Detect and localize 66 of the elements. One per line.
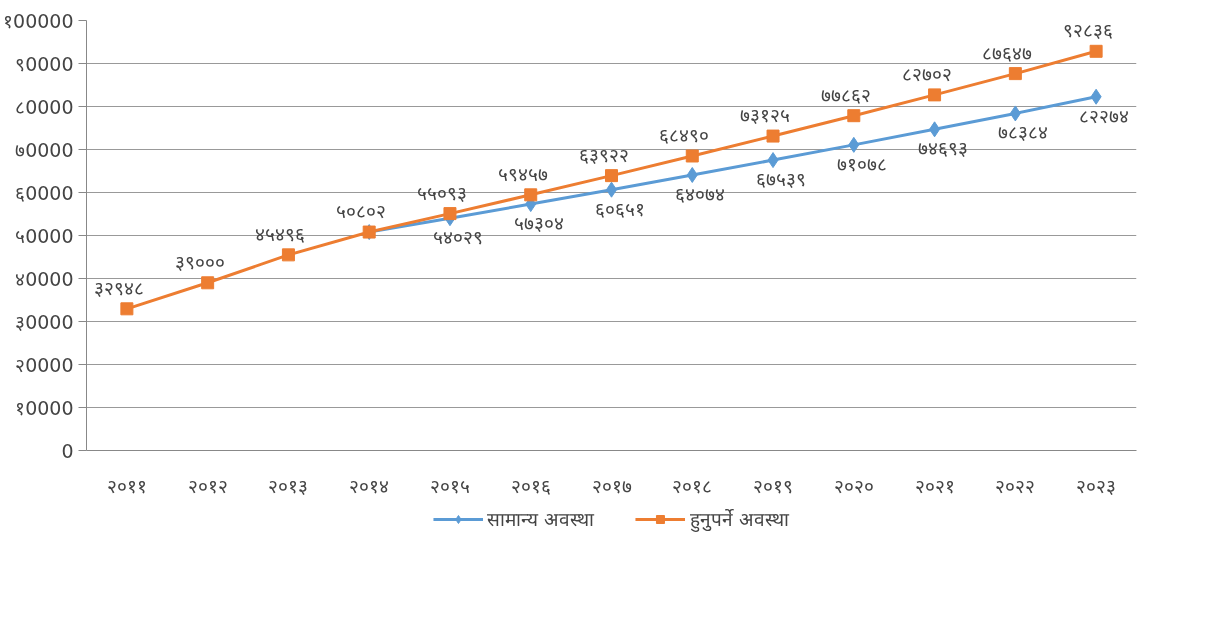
point bbox=[281, 248, 295, 262]
point bbox=[767, 152, 779, 169]
x-tick-label: २०१९ bbox=[753, 474, 794, 497]
point bbox=[443, 207, 457, 221]
point bbox=[524, 188, 538, 202]
data-label: ३२९४८ bbox=[93, 277, 144, 299]
point bbox=[1009, 105, 1021, 122]
x-tick-label: २०२१ bbox=[914, 474, 955, 497]
point bbox=[201, 276, 215, 290]
x-tick-label: २०१६ bbox=[510, 474, 551, 497]
data-label: ७४६९३ bbox=[917, 138, 968, 160]
data-label: ७१०७८ bbox=[836, 153, 887, 175]
point bbox=[848, 136, 860, 153]
y-tick-label: ७0000 bbox=[15, 138, 74, 161]
point bbox=[605, 169, 618, 183]
data-label: ६३९२२ bbox=[578, 144, 629, 166]
y-tick-label: ५0000 bbox=[15, 224, 74, 247]
x-tick-label: २०२२ bbox=[995, 474, 1036, 497]
data-label: ८२७०२ bbox=[901, 63, 952, 85]
y-tick-label: ४0000 bbox=[15, 267, 74, 290]
data-label: ५७३०४ bbox=[513, 213, 564, 235]
y-tick-label: १00000 bbox=[3, 9, 74, 32]
data-label: ४५४९६ bbox=[255, 223, 306, 245]
x-tick-label: २०१८ bbox=[672, 474, 713, 497]
data-label: ८७६४७ bbox=[982, 42, 1033, 64]
point bbox=[928, 88, 942, 102]
data-label: ८२२७४ bbox=[1079, 105, 1130, 127]
point bbox=[686, 166, 698, 183]
x-tick-label: २०१३ bbox=[268, 474, 309, 497]
point bbox=[1090, 88, 1102, 105]
point bbox=[847, 109, 861, 123]
y-tick-label: 0 bbox=[61, 439, 74, 462]
data-label: ५५०९३ bbox=[416, 182, 467, 204]
x-tick-label: २०१५ bbox=[429, 474, 470, 497]
point bbox=[1089, 44, 1103, 58]
legend-label: सामान्य अवस्था bbox=[487, 507, 595, 532]
data-label: ६०६५१ bbox=[594, 198, 645, 220]
data-label: ५९४५७ bbox=[497, 163, 548, 185]
point bbox=[929, 121, 941, 138]
x-tick-label: २०११ bbox=[106, 474, 147, 497]
y-tick-label: ३0000 bbox=[15, 310, 74, 333]
y-tick-label: ९0000 bbox=[15, 52, 74, 75]
data-label: ५०८०२ bbox=[336, 201, 387, 223]
y-tick-label: ८0000 bbox=[15, 95, 74, 118]
x-tick-label: २०२३ bbox=[1076, 474, 1117, 497]
data-label: ५४०२९ bbox=[432, 227, 483, 249]
data-label: ७८३८४ bbox=[998, 122, 1049, 144]
data-label: ३९००० bbox=[174, 251, 225, 273]
y-tick-label: ६0000 bbox=[15, 181, 74, 204]
point bbox=[120, 302, 134, 316]
y-tick-label: १0000 bbox=[15, 396, 74, 419]
x-tick-label: २०१२ bbox=[187, 474, 228, 497]
data-label: ६४०७४ bbox=[675, 183, 726, 205]
data-label: ६७५३९ bbox=[756, 169, 807, 191]
data-label: ७३१२५ bbox=[740, 105, 791, 127]
legend-label: हुनुपर्ने अवस्था bbox=[689, 507, 789, 532]
point bbox=[766, 129, 780, 143]
point bbox=[685, 149, 699, 163]
x-tick-label: २०२० bbox=[833, 474, 874, 497]
data-label: ७७८६२ bbox=[820, 84, 871, 106]
data-label: ९२८३६ bbox=[1063, 20, 1114, 42]
y-tick-label: २0000 bbox=[15, 353, 74, 376]
x-tick-label: २०१४ bbox=[349, 474, 390, 497]
data-label: ६८४९० bbox=[659, 124, 710, 146]
point bbox=[1008, 67, 1022, 81]
x-tick-label: २०१७ bbox=[591, 474, 632, 497]
